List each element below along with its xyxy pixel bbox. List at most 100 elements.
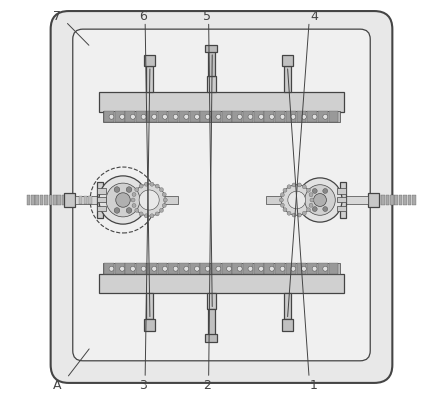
Bar: [97, 206, 106, 212]
Bar: [148, 196, 178, 205]
Circle shape: [287, 212, 291, 216]
Bar: [190, 263, 199, 275]
Circle shape: [159, 188, 163, 192]
Circle shape: [309, 204, 313, 208]
Circle shape: [194, 115, 199, 120]
Bar: [329, 263, 338, 275]
Bar: [63, 193, 75, 208]
Circle shape: [135, 209, 139, 213]
Circle shape: [323, 115, 328, 120]
Circle shape: [99, 176, 147, 225]
Bar: [296, 263, 307, 275]
Text: 6: 6: [139, 10, 147, 23]
Circle shape: [132, 204, 136, 208]
Circle shape: [106, 184, 140, 217]
Circle shape: [109, 267, 114, 271]
Bar: [282, 56, 293, 67]
Circle shape: [152, 267, 157, 271]
Circle shape: [152, 115, 157, 120]
Bar: [381, 196, 385, 205]
Text: A: A: [53, 378, 62, 391]
Bar: [206, 334, 218, 342]
Bar: [31, 196, 35, 205]
Circle shape: [283, 208, 287, 212]
Circle shape: [163, 267, 167, 271]
Circle shape: [150, 214, 154, 218]
Bar: [168, 263, 178, 275]
Bar: [275, 263, 285, 275]
Bar: [318, 112, 328, 123]
Circle shape: [280, 115, 285, 120]
Bar: [58, 196, 61, 205]
Bar: [211, 263, 221, 275]
Bar: [208, 310, 215, 336]
Bar: [200, 263, 210, 275]
Bar: [275, 112, 285, 123]
Bar: [345, 196, 368, 205]
Bar: [125, 112, 136, 123]
Circle shape: [139, 213, 143, 217]
Bar: [190, 112, 199, 123]
Bar: [125, 263, 136, 275]
Bar: [211, 112, 221, 123]
Circle shape: [163, 198, 167, 203]
Circle shape: [248, 115, 253, 120]
Bar: [136, 263, 146, 275]
Bar: [254, 112, 264, 123]
Circle shape: [155, 184, 159, 188]
Bar: [206, 46, 218, 53]
Bar: [307, 112, 317, 123]
Text: 3: 3: [139, 378, 147, 391]
Circle shape: [114, 208, 120, 214]
Bar: [179, 263, 189, 275]
Text: 1: 1: [310, 378, 318, 391]
Circle shape: [312, 115, 317, 120]
Bar: [282, 320, 293, 331]
Bar: [99, 93, 344, 112]
Circle shape: [323, 207, 328, 212]
Circle shape: [173, 115, 178, 120]
Circle shape: [323, 267, 328, 271]
Text: 7: 7: [54, 10, 62, 23]
Bar: [49, 196, 52, 205]
Circle shape: [302, 212, 306, 216]
Circle shape: [307, 189, 311, 193]
Circle shape: [216, 115, 221, 120]
Bar: [341, 182, 346, 219]
Circle shape: [310, 198, 314, 203]
Bar: [264, 263, 274, 275]
Circle shape: [237, 115, 242, 120]
Bar: [89, 196, 92, 205]
Circle shape: [292, 184, 296, 188]
Circle shape: [259, 267, 264, 271]
Circle shape: [139, 190, 159, 211]
Bar: [243, 263, 253, 275]
Bar: [158, 263, 167, 275]
Text: 4: 4: [310, 10, 318, 23]
Bar: [222, 263, 232, 275]
Bar: [35, 196, 39, 205]
Bar: [168, 112, 178, 123]
Circle shape: [305, 185, 335, 216]
Circle shape: [114, 187, 120, 193]
Bar: [40, 196, 43, 205]
Bar: [147, 112, 157, 123]
Bar: [146, 67, 153, 93]
Circle shape: [280, 193, 284, 197]
Circle shape: [135, 188, 139, 192]
Circle shape: [150, 183, 154, 187]
Circle shape: [141, 267, 146, 271]
Bar: [284, 294, 291, 320]
Circle shape: [144, 183, 148, 187]
Circle shape: [227, 115, 232, 120]
Circle shape: [184, 267, 189, 271]
Bar: [179, 112, 189, 123]
Bar: [103, 263, 340, 275]
Bar: [206, 294, 216, 310]
Bar: [103, 112, 340, 123]
Circle shape: [120, 115, 124, 120]
Bar: [97, 197, 106, 203]
Circle shape: [126, 187, 132, 193]
Text: 2: 2: [203, 378, 211, 391]
Text: 5: 5: [203, 10, 211, 23]
